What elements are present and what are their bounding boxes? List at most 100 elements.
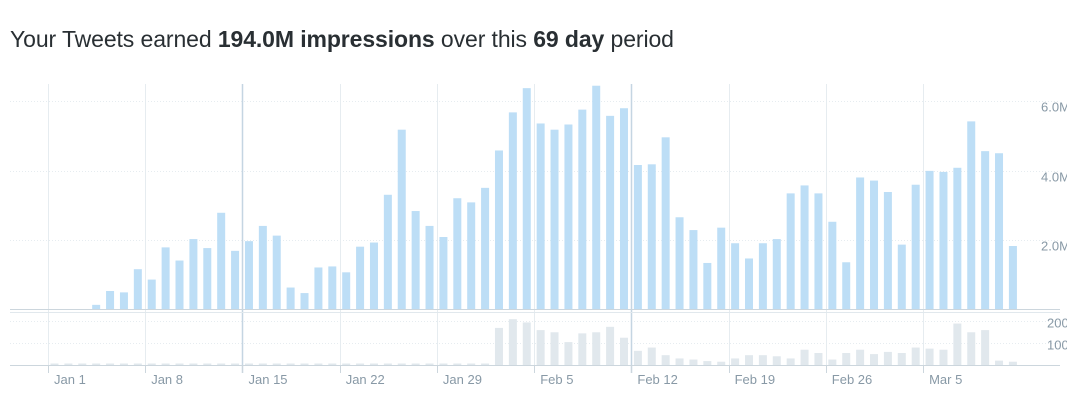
impressions-bar [995,153,1004,309]
secondary-bar [119,363,128,365]
x-tick-label: Feb 26 [832,372,872,387]
impressions-bar [578,109,587,310]
impressions-bar [189,239,198,309]
impressions-bar [842,262,851,309]
impressions-bar [147,279,156,309]
y-tick-label-main: 2.0M [1041,239,1067,254]
secondary-bar [689,359,698,365]
impressions-bar [800,185,809,309]
secondary-bar [453,363,462,365]
impressions-bar [494,150,503,309]
secondary-bar [786,358,795,365]
secondary-bar [258,363,267,365]
secondary-bar [50,363,59,365]
impressions-bar [314,267,323,309]
secondary-bar [522,322,531,365]
secondary-bar [967,332,976,365]
impressions-bar [619,108,628,309]
secondary-bar [592,332,601,365]
impressions-bar [411,211,420,309]
secondary-bar [217,363,226,365]
impressions-bar [369,242,378,309]
impressions-bar [231,250,240,309]
impressions-bar [508,112,517,309]
impressions-bar [342,272,351,309]
y-tick-label-secondary: 200 [1047,316,1067,331]
secondary-bar [953,323,962,365]
impressions-bar [772,239,781,309]
secondary-bar [369,363,378,365]
impressions-bar [244,241,253,309]
secondary-bar [175,363,184,365]
x-tick-label: Jan 29 [443,372,482,387]
secondary-bar [800,349,809,365]
impressions-bar [911,184,920,309]
secondary-bar [397,363,406,365]
impressions-bar [286,287,295,309]
impressions-bar [133,269,142,309]
secondary-bar [870,354,879,365]
secondary-bar [411,363,420,365]
period-length: 69 day [533,26,605,52]
secondary-bar [981,330,990,365]
secondary-bar [578,333,587,365]
headline-middle: over this [434,26,534,52]
secondary-bar [647,347,656,365]
impressions-bar [953,167,962,309]
secondary-bar [383,363,392,365]
secondary-bar [314,363,323,365]
secondary-bar [328,363,337,365]
impressions-bar [633,165,642,309]
impressions-bar [675,217,684,309]
secondary-bar [661,355,670,365]
impressions-bar [1008,246,1017,309]
impressions-bar [870,180,879,309]
impressions-bar [272,235,281,309]
y-axis-labels: 6.0M 4.0M 2.0M 200 100 [1041,100,1067,353]
impressions-bar [175,260,184,309]
secondary-bar [203,363,212,365]
impressions-bar [397,129,406,309]
secondary-bar [828,359,837,365]
impressions-bar [481,187,490,309]
x-axis-labels: Jan 1 Jan 8 Jan 15 Jan 22 Jan 29 Feb 5 Feb 12 F… [54,372,962,387]
impressions-bar [647,164,656,309]
impressions-bar [897,244,906,309]
impressions-bar [356,246,365,309]
impressions-bar [745,258,753,309]
secondary-bar [244,363,253,365]
secondary-bar [897,353,906,365]
secondary-bar [745,355,753,365]
headline-suffix: period [604,26,674,52]
impressions-bar [731,243,740,309]
y-tick-label-main: 6.0M [1041,100,1067,115]
headline-prefix: Your Tweets earned [10,26,218,52]
secondary-bar [606,326,615,365]
impressions-bar [828,221,837,309]
x-tick-label: Feb 5 [540,372,573,387]
x-tick-label: Feb 19 [735,372,775,387]
impressions-bar [967,121,976,309]
impressions-bar [661,137,670,309]
secondary-bar [925,348,934,365]
secondary-bars [50,319,1017,365]
secondary-bar [703,361,712,365]
secondary-bar [772,356,781,365]
impressions-bar [161,247,170,309]
x-tick-label: Feb 12 [637,372,677,387]
secondary-bar [995,360,1004,365]
secondary-bar [883,351,892,365]
secondary-bar [758,355,767,365]
secondary-bar [675,358,684,365]
impressions-bar [606,115,615,309]
x-tick-label: Jan 22 [346,372,385,387]
secondary-bar [133,363,142,365]
secondary-bar [356,363,365,365]
impressions-summary-headline: Your Tweets earned 194.0M impressions ov… [10,26,674,53]
y-tick-label-main: 4.0M [1041,170,1067,185]
secondary-bar [536,330,545,365]
secondary-bar [286,363,295,365]
impressions-bar [758,243,767,309]
secondary-bar [717,361,726,365]
